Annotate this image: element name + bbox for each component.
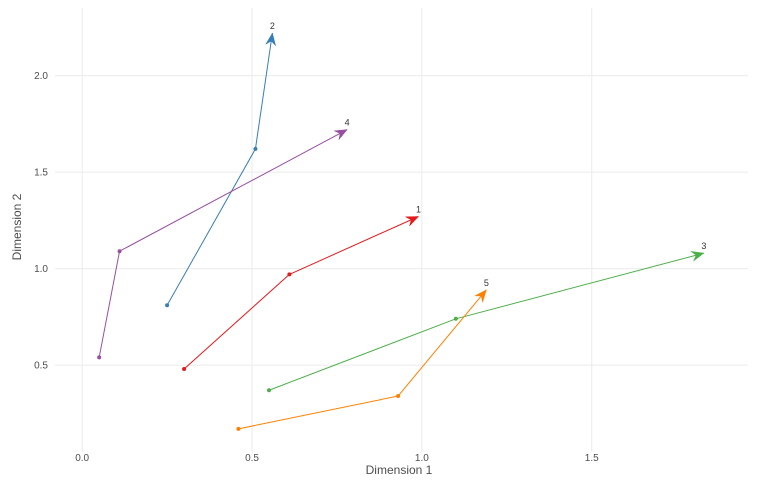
series-segment [268, 318, 457, 391]
data-point [267, 388, 272, 393]
x-tick-label: 0.0 [75, 453, 89, 464]
arrowhead [690, 251, 705, 262]
data-point [117, 249, 122, 254]
series-segment [455, 252, 704, 320]
series-segment [397, 289, 487, 397]
series-segment [166, 148, 256, 306]
y-tick-label: 1.5 [34, 168, 48, 179]
y-axis-ticks: 0.5 1.0 1.5 2.0 [34, 71, 48, 372]
series-label: 1 [416, 204, 421, 214]
series-2: 2 [165, 21, 276, 308]
series-4: 4 [97, 118, 350, 360]
arrowhead [334, 129, 348, 140]
y-tick-label: 0.5 [34, 361, 48, 372]
arrowhead [405, 216, 420, 227]
data-point [97, 355, 102, 360]
series-5: 5 [236, 278, 489, 431]
series-segment [119, 129, 348, 252]
series-label: 3 [701, 241, 706, 251]
series-1: 1 [182, 204, 421, 371]
series-segment [254, 33, 273, 149]
arrowhead [474, 289, 487, 303]
grid [55, 8, 748, 452]
y-tick-label: 2.0 [34, 71, 48, 82]
data-point [182, 366, 187, 371]
x-axis-title: Dimension 1 [366, 463, 433, 477]
data-point [396, 394, 401, 399]
x-tick-label: 1.5 [585, 453, 599, 464]
data-point [453, 316, 458, 321]
y-tick-label: 1.0 [34, 264, 48, 275]
data-point [253, 146, 258, 151]
series-layer: 1 2 3 4 5 [97, 21, 706, 431]
series-segment [289, 216, 419, 275]
series-3: 3 [267, 241, 706, 393]
data-point [165, 303, 170, 308]
series-label: 4 [345, 118, 350, 128]
series-segment [238, 395, 399, 430]
y-axis-title: Dimension 2 [10, 193, 24, 260]
x-tick-label: 0.5 [245, 453, 259, 464]
series-segment [98, 251, 121, 358]
series-segment [183, 274, 290, 370]
series-label: 5 [484, 278, 489, 288]
data-point [287, 272, 292, 277]
x-axis-ticks: 0.0 0.5 1.0 1.5 [75, 453, 599, 464]
series-label: 2 [270, 21, 275, 31]
data-point [236, 426, 241, 431]
arrowhead [265, 32, 276, 46]
x-tick-label: 1.0 [415, 453, 429, 464]
